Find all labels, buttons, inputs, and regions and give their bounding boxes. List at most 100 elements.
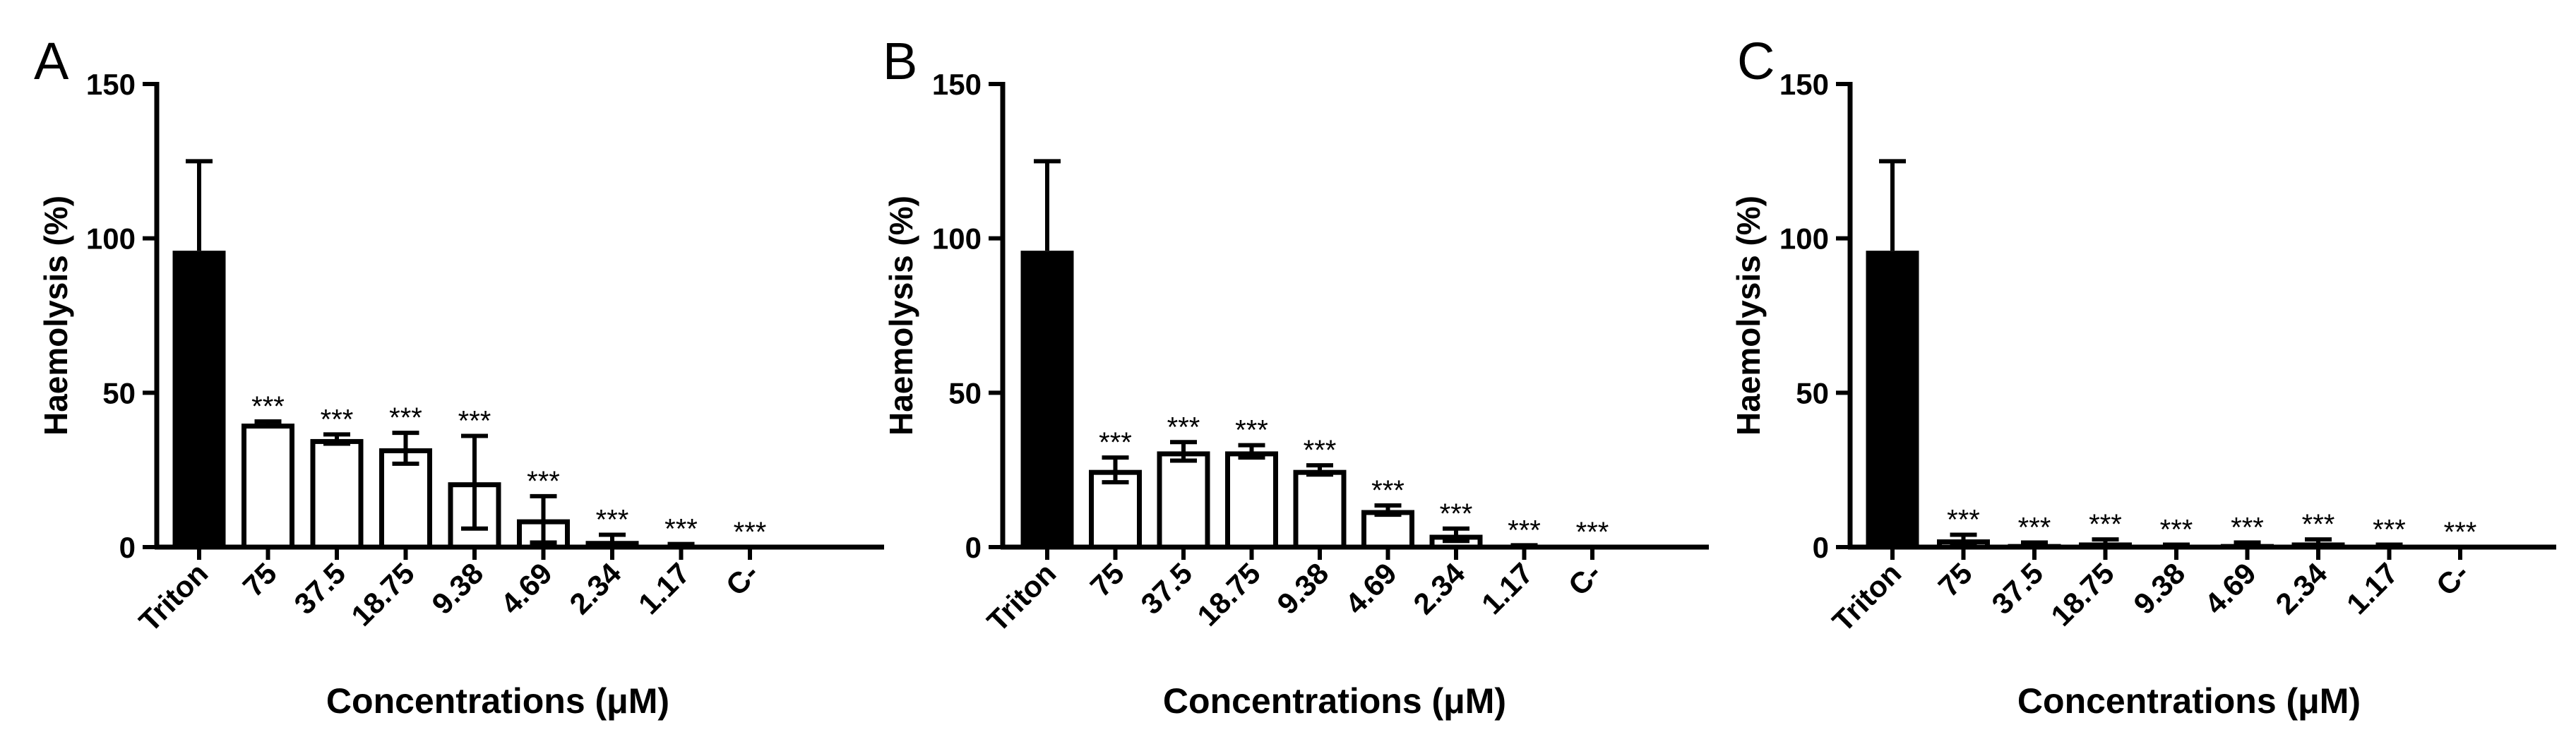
significance-marker-2: *** <box>321 404 354 435</box>
significance-marker-6: *** <box>596 505 629 536</box>
error-bar-4 <box>461 433 488 531</box>
x-tick-label-2: 37.5 <box>1985 556 2049 621</box>
x-tick-label-2: 37.5 <box>1134 556 1198 621</box>
error-bar-5 <box>530 493 557 545</box>
significance-marker-3: *** <box>1235 415 1268 446</box>
y-tick-label-1: 50 <box>948 376 982 409</box>
x-tick-label-0: Triton <box>133 556 215 638</box>
y-tick-label-0: 0 <box>965 531 982 564</box>
error-bar-4 <box>1306 463 1333 477</box>
bar-3 <box>1225 451 1278 550</box>
bar-2 <box>1157 451 1210 550</box>
y-tick-label-0: 0 <box>119 531 136 564</box>
bar-4 <box>1293 469 1347 550</box>
x-tick-label-3: 18.75 <box>345 556 421 633</box>
significance-marker-5: *** <box>2231 512 2264 543</box>
error-bar-2 <box>1170 440 1197 463</box>
y-tick-label-0: 0 <box>1813 531 1829 564</box>
significance-marker-7: *** <box>664 514 698 545</box>
significance-marker-6: *** <box>2302 509 2335 540</box>
significance-marker-4: *** <box>1304 435 1337 466</box>
chart-panel-c: C Haemolysis (%) Concentrations (μM) *** ***… <box>1730 32 2556 721</box>
bar-0 <box>1866 251 1919 550</box>
error-bar-1 <box>254 419 282 429</box>
error-bar-0 <box>1879 159 1906 251</box>
bar-0 <box>172 251 226 550</box>
significance-marker-5: *** <box>1371 475 1405 506</box>
significance-marker-5: *** <box>527 466 560 497</box>
significance-marker-4: *** <box>2160 515 2193 546</box>
significance-marker-4: *** <box>458 406 491 437</box>
x-axis-label: Concentrations (μM) <box>326 681 669 721</box>
x-tick-label-0: Triton <box>1826 556 1908 638</box>
panel-label: B <box>883 32 917 90</box>
x-tick-label-6: 2.34 <box>2269 556 2333 621</box>
x-tick-label-3: 18.75 <box>2044 556 2121 633</box>
x-tick-label-5: 4.69 <box>1339 556 1403 621</box>
x-tick-label-7: 1.17 <box>2340 556 2404 621</box>
x-tick-label-5: 4.69 <box>494 556 559 621</box>
significance-marker-6: *** <box>1440 498 1473 529</box>
y-tick-label-2: 100 <box>932 222 982 256</box>
x-tick-label-4: 9.38 <box>2127 556 2191 621</box>
y-tick-label-3: 150 <box>932 68 982 101</box>
error-bar-3 <box>1238 443 1265 460</box>
y-tick-label-1: 50 <box>102 376 136 409</box>
y-tick-label-2: 100 <box>1779 222 1829 256</box>
error-bar-6 <box>1443 526 1469 544</box>
x-tick-label-7: 1.17 <box>632 556 696 621</box>
y-tick-label-2: 100 <box>86 222 136 256</box>
y-tick-label-3: 150 <box>1779 68 1829 101</box>
significance-marker-8: *** <box>2444 517 2477 548</box>
x-tick-label-1: 75 <box>1084 556 1131 603</box>
x-axis-label: Concentrations (μM) <box>1163 681 1506 721</box>
bar-5 <box>1361 510 1414 550</box>
bar-2 <box>310 438 364 550</box>
error-bar-0 <box>186 159 213 251</box>
x-tick-label-2: 37.5 <box>287 556 352 621</box>
x-axis-label: Concentrations (μM) <box>2017 681 2361 721</box>
error-bar-0 <box>1034 159 1061 251</box>
y-tick-label-3: 150 <box>86 68 136 101</box>
significance-marker-1: *** <box>251 391 285 422</box>
y-axis-label: Haemolysis (%) <box>1730 196 1767 436</box>
x-tick-label-3: 18.75 <box>1191 556 1267 633</box>
significance-marker-7: *** <box>1508 515 1541 546</box>
x-tick-label-5: 4.69 <box>2198 556 2262 621</box>
error-bar-1 <box>1102 455 1129 485</box>
error-bar-5 <box>1374 503 1402 517</box>
y-axis-label: Haemolysis (%) <box>883 196 919 436</box>
y-tick-label-1: 50 <box>1796 376 1829 409</box>
significance-marker-1: *** <box>1099 427 1132 458</box>
x-tick-label-7: 1.17 <box>1475 556 1539 621</box>
x-tick-label-4: 9.38 <box>1270 556 1335 621</box>
x-tick-label-1: 75 <box>1932 556 1979 603</box>
x-tick-label-8: C- <box>2430 556 2476 602</box>
error-bar-2 <box>323 432 350 446</box>
significance-marker-1: *** <box>1947 505 1980 536</box>
significance-marker-2: *** <box>1167 412 1200 443</box>
bar-1 <box>242 424 294 550</box>
error-bar-3 <box>392 431 419 466</box>
significance-marker-3: *** <box>389 402 422 433</box>
panel-label: C <box>1737 32 1775 90</box>
panel-label: A <box>34 32 69 90</box>
x-tick-label-8: C- <box>720 556 765 602</box>
x-tick-label-4: 9.38 <box>425 556 489 621</box>
x-tick-label-1: 75 <box>237 556 283 603</box>
significance-marker-8: *** <box>1576 517 1609 548</box>
error-bar-1 <box>1950 532 1977 546</box>
significance-marker-3: *** <box>2089 509 2122 540</box>
significance-marker-7: *** <box>2373 515 2406 546</box>
x-tick-label-6: 2.34 <box>1407 556 1471 621</box>
significance-marker-2: *** <box>2018 512 2051 543</box>
x-tick-label-8: C- <box>1562 556 1608 602</box>
bar-0 <box>1020 251 1074 550</box>
x-tick-label-0: Triton <box>981 556 1063 638</box>
significance-marker-8: *** <box>734 517 767 548</box>
y-axis-label: Haemolysis (%) <box>37 196 74 436</box>
chart-panel-b: B Haemolysis (%) Concentrations (μM) *** ***… <box>883 32 1709 721</box>
chart-panel-a: A Haemolysis (%) Concentrations (μM) *** ***… <box>34 32 884 721</box>
x-tick-label-6: 2.34 <box>563 556 627 621</box>
